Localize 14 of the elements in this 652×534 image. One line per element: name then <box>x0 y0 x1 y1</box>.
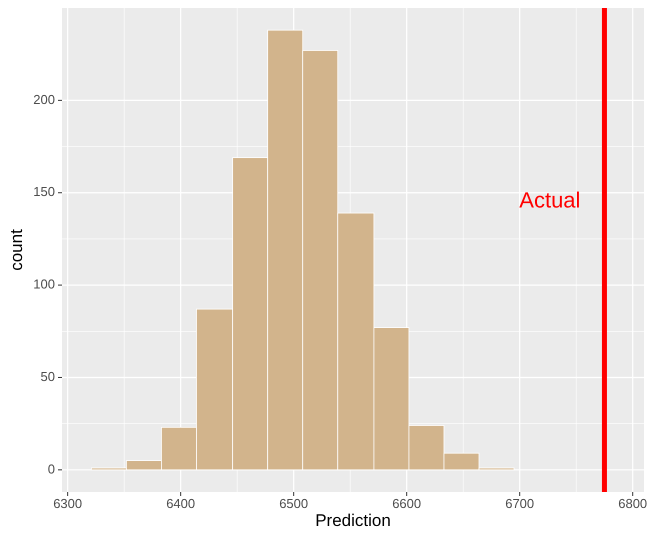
y-axis-title: count <box>7 228 26 271</box>
x-tick-label: 6500 <box>279 496 308 511</box>
x-tick-label: 6800 <box>618 496 648 511</box>
x-axis-title: Prediction <box>315 511 391 530</box>
y-tick-label: 100 <box>33 276 55 292</box>
x-tick-label: 6400 <box>166 496 196 511</box>
x-tick-label: 6300 <box>53 496 82 511</box>
y-tick-label: 50 <box>40 368 55 384</box>
x-tick-label: 6600 <box>392 496 422 511</box>
x-tick-label: 6700 <box>505 496 534 511</box>
y-tick-label: 200 <box>33 92 55 107</box>
ref-line-label: Actual <box>519 187 580 212</box>
y-tick-label: 0 <box>48 461 55 476</box>
y-tick-label: 150 <box>33 184 55 200</box>
